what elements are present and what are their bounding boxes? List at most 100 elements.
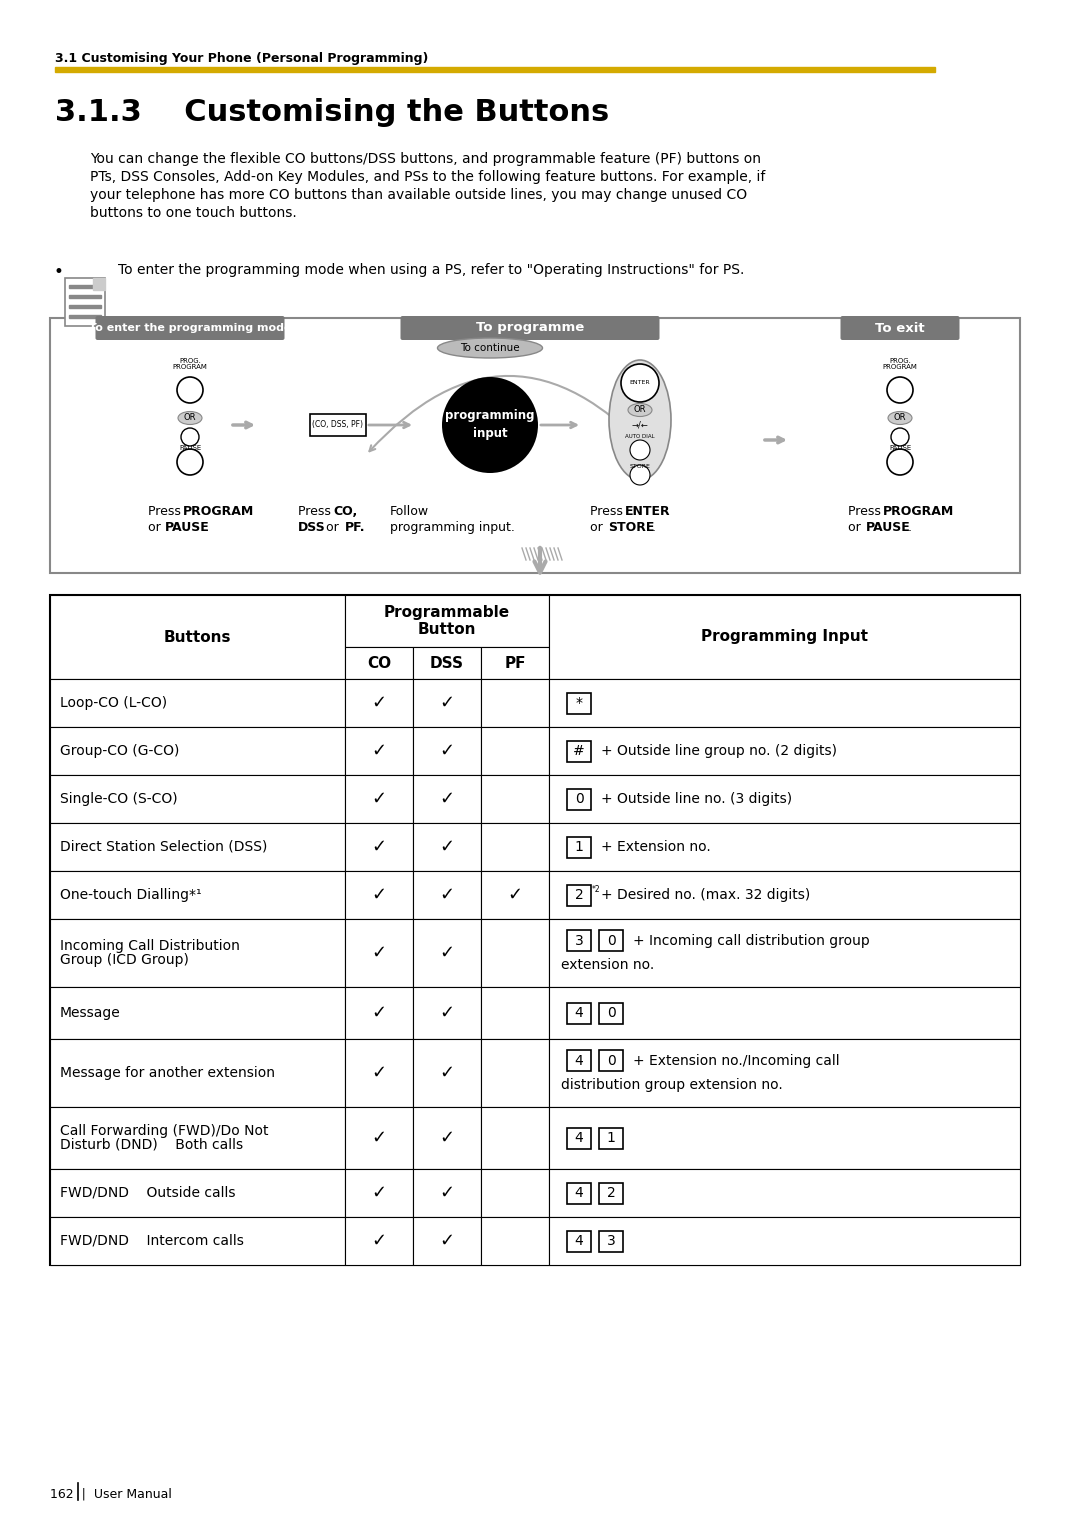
Bar (481, 646, 549, 678)
Bar (567, 836, 591, 857)
Text: PROGRAM: PROGRAM (883, 504, 955, 518)
Text: Programmable
Button: Programmable Button (383, 605, 510, 637)
Bar (481, 918, 549, 987)
Text: →/←: →/← (632, 420, 648, 429)
Bar (50, 824, 345, 871)
Text: 1: 1 (607, 1131, 616, 1144)
Text: Incoming Call Distribution: Incoming Call Distribution (60, 940, 240, 953)
Text: + Outside line group no. (2 digits): + Outside line group no. (2 digits) (600, 744, 837, 758)
Bar (50, 594, 345, 678)
Ellipse shape (178, 411, 202, 425)
Bar (69, 315, 102, 318)
Text: To enter the programming mode when using a PS, refer to "Operating Instructions": To enter the programming mode when using… (118, 263, 744, 277)
Text: STORE: STORE (630, 465, 650, 469)
Text: + Extension no.: + Extension no. (600, 840, 711, 854)
Text: 2: 2 (575, 888, 583, 902)
Bar (567, 1050, 591, 1071)
Text: Press: Press (298, 504, 335, 518)
Bar (549, 824, 1020, 871)
Text: Follow: Follow (390, 504, 429, 518)
Text: ✓: ✓ (440, 944, 455, 963)
Text: extension no.: extension no. (561, 958, 654, 972)
Bar (599, 1050, 623, 1071)
Bar (345, 1039, 413, 1106)
Bar (549, 918, 1020, 987)
Text: ✓: ✓ (440, 743, 455, 759)
Text: One-touch Dialling*¹: One-touch Dialling*¹ (60, 888, 202, 902)
Bar (50, 678, 345, 727)
Bar (567, 1128, 591, 1149)
Bar (345, 1106, 413, 1169)
Text: 0: 0 (607, 934, 616, 947)
Text: Press: Press (848, 504, 885, 518)
Bar (599, 931, 623, 952)
Circle shape (887, 449, 913, 475)
Text: or: or (322, 521, 342, 533)
Text: ✓: ✓ (440, 694, 455, 712)
Text: ✓: ✓ (372, 743, 387, 759)
Bar (345, 594, 549, 646)
Text: To exit: To exit (875, 321, 924, 335)
Text: ✓: ✓ (508, 886, 523, 905)
Bar (345, 646, 413, 678)
Text: CO: CO (367, 656, 391, 671)
Bar (481, 727, 549, 775)
Bar (481, 1039, 549, 1106)
Text: Group-CO (G-CO): Group-CO (G-CO) (60, 744, 179, 758)
Circle shape (891, 428, 909, 446)
Text: Call Forwarding (FWD)/Do Not: Call Forwarding (FWD)/Do Not (60, 1125, 269, 1138)
Text: PROGRAM: PROGRAM (882, 364, 917, 370)
Text: 3: 3 (575, 934, 583, 947)
Bar (599, 1183, 623, 1204)
Text: ✓: ✓ (372, 1129, 387, 1148)
Bar (413, 678, 481, 727)
Bar (481, 1169, 549, 1216)
Circle shape (442, 377, 538, 474)
Text: 0: 0 (607, 1005, 616, 1021)
Text: + Incoming call distribution group: + Incoming call distribution group (633, 934, 869, 947)
Text: DSS: DSS (430, 656, 464, 671)
Bar (345, 1169, 413, 1216)
Bar (50, 318, 1020, 573)
Text: or: or (848, 521, 865, 533)
Text: ENTER: ENTER (625, 504, 671, 518)
Text: PF.: PF. (345, 521, 365, 533)
Text: ✓: ✓ (440, 1129, 455, 1148)
Bar (345, 918, 413, 987)
Bar (65, 278, 105, 325)
Bar (55, 67, 935, 72)
Bar (413, 987, 481, 1039)
Text: + Extension no./Incoming call: + Extension no./Incoming call (633, 1054, 839, 1068)
Text: 3: 3 (607, 1235, 616, 1248)
Bar (567, 931, 591, 952)
Bar (310, 414, 366, 435)
Bar (413, 646, 481, 678)
Circle shape (621, 364, 659, 402)
Bar (549, 727, 1020, 775)
Bar (549, 1216, 1020, 1265)
Bar (345, 727, 413, 775)
Text: OR: OR (184, 414, 197, 423)
Bar (567, 692, 591, 714)
Bar (413, 824, 481, 871)
Text: ✓: ✓ (372, 886, 387, 905)
Text: Loop-CO (L-CO): Loop-CO (L-CO) (60, 695, 167, 711)
Bar (69, 295, 102, 298)
Text: ✓: ✓ (372, 1004, 387, 1022)
Text: 4: 4 (575, 1131, 583, 1144)
Bar (549, 1169, 1020, 1216)
Bar (413, 871, 481, 918)
Text: Direct Station Selection (DSS): Direct Station Selection (DSS) (60, 840, 268, 854)
Text: OR: OR (634, 405, 646, 414)
FancyBboxPatch shape (840, 316, 959, 341)
Bar (50, 1216, 345, 1265)
Bar (567, 885, 591, 906)
Bar (567, 788, 591, 810)
Text: 162  |  User Manual: 162 | User Manual (50, 1488, 172, 1500)
Circle shape (177, 449, 203, 475)
Text: 4: 4 (575, 1235, 583, 1248)
Text: ✓: ✓ (440, 1004, 455, 1022)
Bar (413, 1216, 481, 1265)
Circle shape (630, 465, 650, 484)
Text: PF: PF (504, 656, 526, 671)
